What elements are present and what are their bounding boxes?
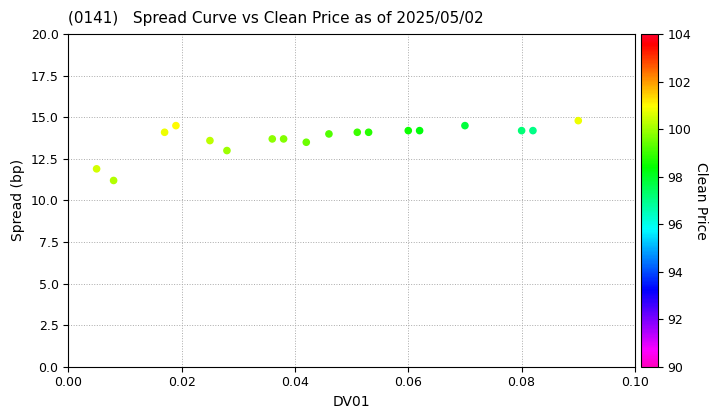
Point [108,177,120,184]
Y-axis label: Spread (bp): Spread (bp) [11,159,25,242]
Text: (0141)   Spread Curve vs Clean Price as of 2025/05/02: (0141) Spread Curve vs Clean Price as of… [68,11,484,26]
Point [402,127,414,134]
Point [159,129,171,136]
Point [204,137,216,144]
Point [91,165,102,172]
Point [170,122,181,129]
Point [266,136,278,142]
Point [459,122,471,129]
Point [414,127,426,134]
Point [363,129,374,136]
Point [351,129,363,136]
Point [572,117,584,124]
Point [516,127,527,134]
Point [527,127,539,134]
Point [300,139,312,146]
X-axis label: DV01: DV01 [333,395,370,409]
Point [323,131,335,137]
Y-axis label: Clean Price: Clean Price [694,162,708,239]
Point [221,147,233,154]
Point [278,136,289,142]
